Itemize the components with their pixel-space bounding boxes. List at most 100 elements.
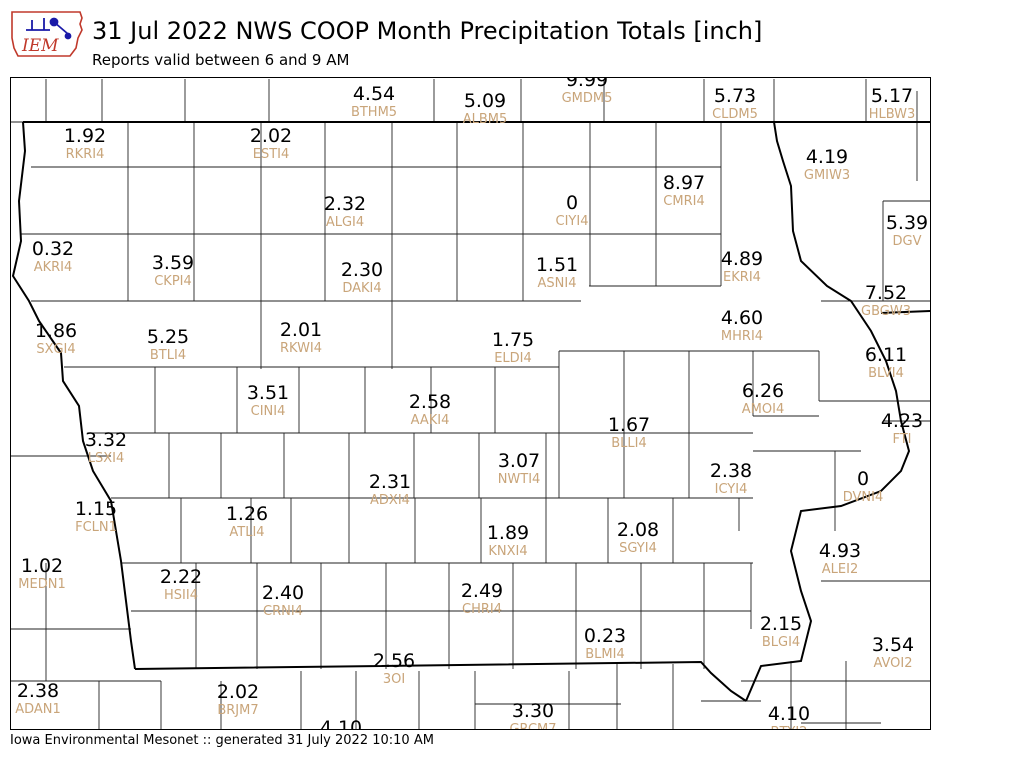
precip-value: 1.89 — [487, 522, 529, 544]
precip-value: 0.23 — [584, 625, 626, 647]
station-id: CKPI4 — [154, 274, 192, 289]
precip-value: 6.11 — [865, 344, 907, 366]
station-id: EKRI4 — [723, 270, 761, 285]
precip-value: 2.56 — [373, 650, 415, 672]
precip-value: 2.01 — [280, 319, 322, 341]
precip-value: 1.51 — [536, 254, 578, 276]
station-id: AVOI2 — [873, 656, 912, 671]
station-id: BLMI4 — [585, 647, 624, 662]
precip-value: 2.38 — [17, 680, 59, 702]
precipitation-map: 4.54 BTHM5 5.09 ALBM5 9.99 GMDM5 5.73 CLDM5 5.17… — [10, 77, 931, 730]
precip-value: 2.02 — [217, 681, 259, 703]
precip-value: 5.25 — [147, 326, 189, 348]
station-id: DAKI4 — [342, 281, 381, 296]
precip-value: 4.19 — [806, 146, 848, 168]
precip-value: 2.49 — [461, 580, 503, 602]
station-id: 3OI — [383, 672, 405, 687]
station-id: ESTI4 — [253, 147, 290, 162]
station-id: GBGW3 — [861, 304, 911, 319]
station-id: RKRI4 — [66, 147, 105, 162]
precip-value: 2.30 — [341, 259, 383, 281]
station-id: BLVI4 — [868, 366, 904, 381]
station-id: ALEI2 — [822, 562, 858, 577]
map-title: 31 Jul 2022 NWS COOP Month Precipitation… — [92, 17, 763, 45]
station-id: CRNI4 — [263, 604, 303, 619]
station-id: AKRI4 — [34, 260, 73, 275]
station-id: GMIW3 — [804, 168, 850, 183]
precip-value: 0 — [566, 192, 578, 214]
precip-value: 3.30 — [512, 700, 554, 722]
precip-value: 3.07 — [498, 450, 540, 472]
station-id: SGYI4 — [619, 541, 657, 556]
precip-value: 2.15 — [760, 613, 802, 635]
station-id: RKWI4 — [280, 341, 322, 356]
station-id: ELDI4 — [494, 351, 532, 366]
station-id: HLBW3 — [869, 107, 916, 122]
precip-value: 1.15 — [75, 498, 117, 520]
state-boundary — [11, 121, 136, 670]
precip-value: 2.40 — [262, 582, 304, 604]
station-id: ASNI4 — [538, 276, 577, 291]
station-id: BLGI4 — [762, 635, 800, 650]
precip-value: 2.31 — [369, 471, 411, 493]
precip-value: 8.97 — [663, 172, 705, 194]
station-id: ALBM5 — [463, 112, 508, 127]
station-id: ADAN1 — [15, 702, 61, 717]
precip-value: 3.59 — [152, 252, 194, 274]
station-id: CIYI4 — [556, 214, 589, 229]
precip-value: 4.60 — [721, 307, 763, 329]
precip-value: 3.51 — [247, 382, 289, 404]
precip-value: 3.54 — [872, 634, 914, 656]
station-plot: 4.10BTYI2 — [768, 703, 810, 729]
precip-value: 4.10 — [320, 717, 362, 730]
map-subtitle: Reports valid between 6 and 9 AM — [92, 51, 350, 69]
station-id: GRCM7 — [509, 722, 556, 730]
precip-value: 2.58 — [409, 391, 451, 413]
state-boundary — [745, 121, 911, 702]
station-id: NWTI4 — [498, 472, 541, 487]
precip-value: 2.38 — [710, 460, 752, 482]
state-boundary — [134, 660, 747, 702]
station-id: BLLI4 — [611, 436, 647, 451]
footer-credit: Iowa Environmental Mesonet :: generated … — [10, 733, 434, 748]
logo-text: IEM — [21, 36, 59, 56]
station-id: LSXI4 — [88, 451, 125, 466]
station-plot: 4.10 — [320, 717, 362, 730]
precip-value: 2.08 — [617, 519, 659, 541]
precip-value: 1.92 — [64, 125, 106, 147]
iem-logo: IEM — [11, 11, 83, 57]
